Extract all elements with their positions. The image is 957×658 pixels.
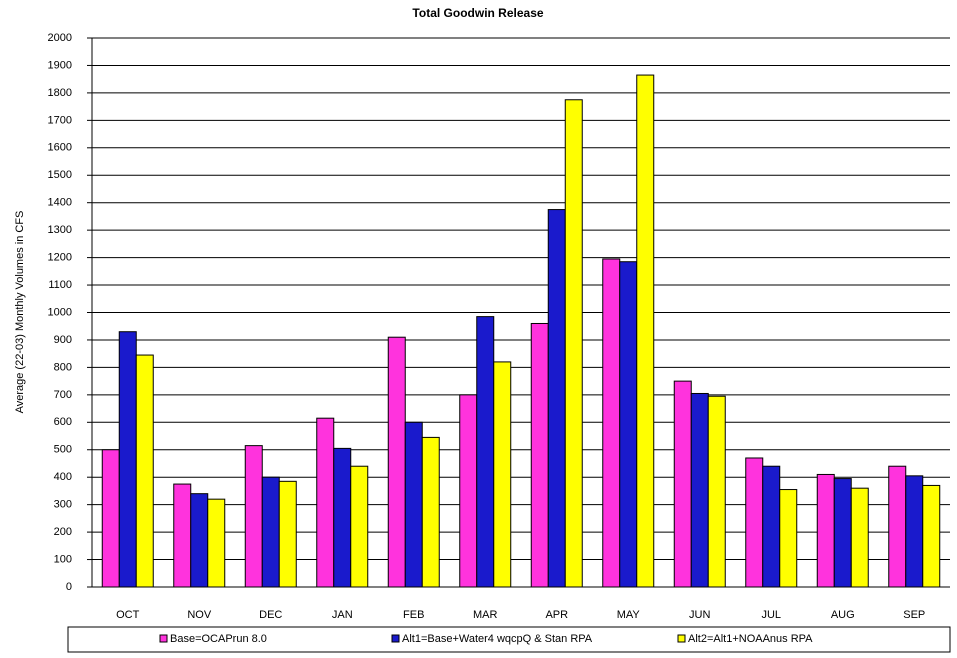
y-tick-label: 2000 xyxy=(48,32,72,44)
legend-label: Base=OCAPrun 8.0 xyxy=(170,633,267,645)
y-tick-label: 900 xyxy=(54,334,72,346)
y-tick-label: 500 xyxy=(54,444,72,456)
bar xyxy=(888,465,907,588)
bar xyxy=(101,449,120,588)
bar xyxy=(636,74,655,588)
x-tick-label: AUG xyxy=(831,609,855,621)
y-tick-label: 700 xyxy=(54,389,72,401)
y-tick-label: 600 xyxy=(54,416,72,428)
legend-swatch xyxy=(391,634,400,643)
bar xyxy=(673,380,692,588)
legend-swatch xyxy=(159,634,168,643)
bar xyxy=(387,336,406,588)
x-tick-label: FEB xyxy=(403,609,424,621)
y-tick-label: 1300 xyxy=(48,224,72,236)
x-tick-label: JUL xyxy=(761,609,781,621)
bar xyxy=(779,489,798,588)
y-tick-label: 1200 xyxy=(48,252,72,264)
bar xyxy=(173,483,192,588)
bar xyxy=(762,465,781,588)
legend-box xyxy=(67,626,951,653)
bar xyxy=(745,457,764,588)
y-tick-label: 0 xyxy=(66,581,72,593)
bar xyxy=(850,487,869,588)
bar xyxy=(350,465,369,588)
chart-title: Total Goodwin Release xyxy=(412,6,543,20)
y-tick-label: 1700 xyxy=(48,114,72,126)
y-tick-label: 400 xyxy=(54,471,72,483)
bar xyxy=(459,394,478,588)
y-tick-label: 200 xyxy=(54,526,72,538)
y-tick-label: 100 xyxy=(54,553,72,565)
x-tick-label: JAN xyxy=(332,609,353,621)
bar xyxy=(547,209,566,588)
bar xyxy=(833,478,852,588)
x-tick-label: JUN xyxy=(689,609,710,621)
y-tick-label: 1100 xyxy=(48,279,72,291)
bar xyxy=(564,99,583,588)
y-axis-label: Average (22-03) Monthly Volumes in CFS xyxy=(14,211,26,414)
legend-label: Alt2=Alt1+NOAAnus RPA xyxy=(688,633,813,645)
y-tick-label: 1400 xyxy=(48,197,72,209)
bar xyxy=(476,316,495,588)
y-tick-label: 1000 xyxy=(48,306,72,318)
y-tick-label: 1800 xyxy=(48,87,72,99)
bar xyxy=(690,392,709,588)
x-tick-label: NOV xyxy=(187,609,212,621)
bar xyxy=(333,447,352,588)
bar xyxy=(261,476,280,588)
bar xyxy=(816,473,835,588)
bar xyxy=(404,421,423,588)
bar xyxy=(316,417,335,588)
y-tick-label: 800 xyxy=(54,361,72,373)
legend-swatch xyxy=(677,634,686,643)
x-tick-label: APR xyxy=(545,609,568,621)
bar xyxy=(602,258,621,588)
bar xyxy=(619,261,638,588)
bar xyxy=(244,445,263,588)
y-tick-label: 1600 xyxy=(48,142,72,154)
x-tick-label: OCT xyxy=(116,609,140,621)
x-tick-label: SEP xyxy=(903,609,925,621)
bar xyxy=(530,322,549,588)
y-tick-label: 1900 xyxy=(48,59,72,71)
bar xyxy=(707,395,726,588)
y-tick-label: 300 xyxy=(54,499,72,511)
x-tick-label: MAR xyxy=(473,609,498,621)
y-tick-label: 1500 xyxy=(48,169,72,181)
bar xyxy=(207,498,226,588)
legend-label: Alt1=Base+Water4 wqcpQ & Stan RPA xyxy=(402,633,593,645)
x-tick-label: MAY xyxy=(617,609,641,621)
bar xyxy=(421,436,440,588)
bar xyxy=(118,331,137,588)
bar xyxy=(922,484,941,588)
bar xyxy=(190,493,209,588)
bar xyxy=(135,354,154,588)
bar xyxy=(278,480,297,588)
x-tick-label: DEC xyxy=(259,609,282,621)
bar xyxy=(493,361,512,588)
bar xyxy=(905,475,924,588)
